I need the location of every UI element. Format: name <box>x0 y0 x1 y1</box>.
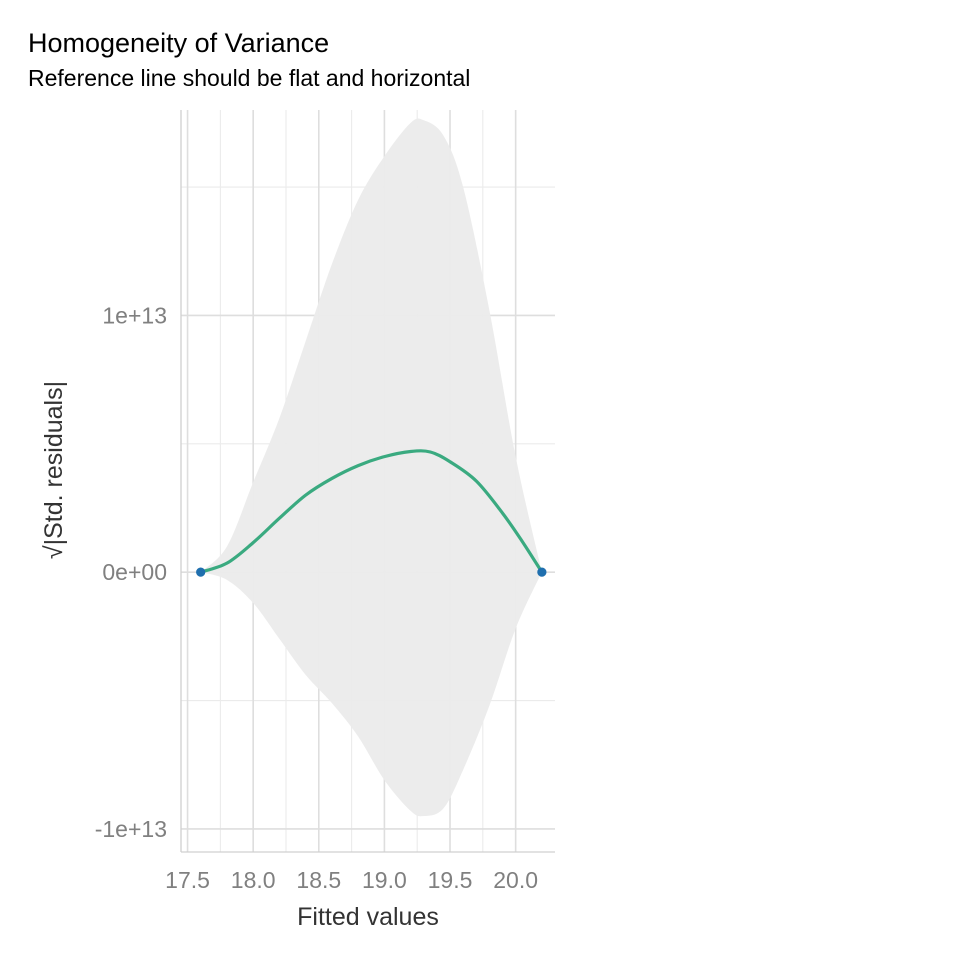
data-points <box>196 567 547 577</box>
smooth-line <box>199 449 544 574</box>
y-axis-label: √|Std. residuals| <box>40 381 68 559</box>
x-tick-label-1: 18.0 <box>231 867 276 893</box>
x-tick-label-0: 17.5 <box>165 867 210 893</box>
x-tick-label-4: 19.5 <box>428 867 473 893</box>
chart-subtitle: Reference line should be flat and horizo… <box>28 65 470 91</box>
data-point-1 <box>537 567 547 577</box>
y-axis-label-text: |Std. residuals| <box>40 381 68 545</box>
confidence-band <box>200 118 542 817</box>
x-tick-labels: 17.5 18.0 18.5 19.0 19.5 20.0 <box>165 867 538 893</box>
x-tick-label-5: 20.0 <box>493 867 538 893</box>
x-axis-label: Fitted values <box>297 903 439 931</box>
y-tick-labels: -1e+13 0e+00 1e+13 <box>95 302 167 841</box>
data-point-0 <box>196 567 206 577</box>
x-tick-label-2: 18.5 <box>296 867 341 893</box>
chart-title: Homogeneity of Variance <box>28 28 329 58</box>
axis-lines <box>180 110 555 853</box>
y-tick-label-0: -1e+13 <box>95 816 167 842</box>
y-axis-radical: √ <box>40 545 68 559</box>
y-tick-label-1: 0e+00 <box>102 559 167 585</box>
y-tick-label-2: 1e+13 <box>102 302 167 328</box>
x-tick-label-3: 19.0 <box>362 867 407 893</box>
y-axis-label-group: √|Std. residuals| <box>40 381 68 559</box>
